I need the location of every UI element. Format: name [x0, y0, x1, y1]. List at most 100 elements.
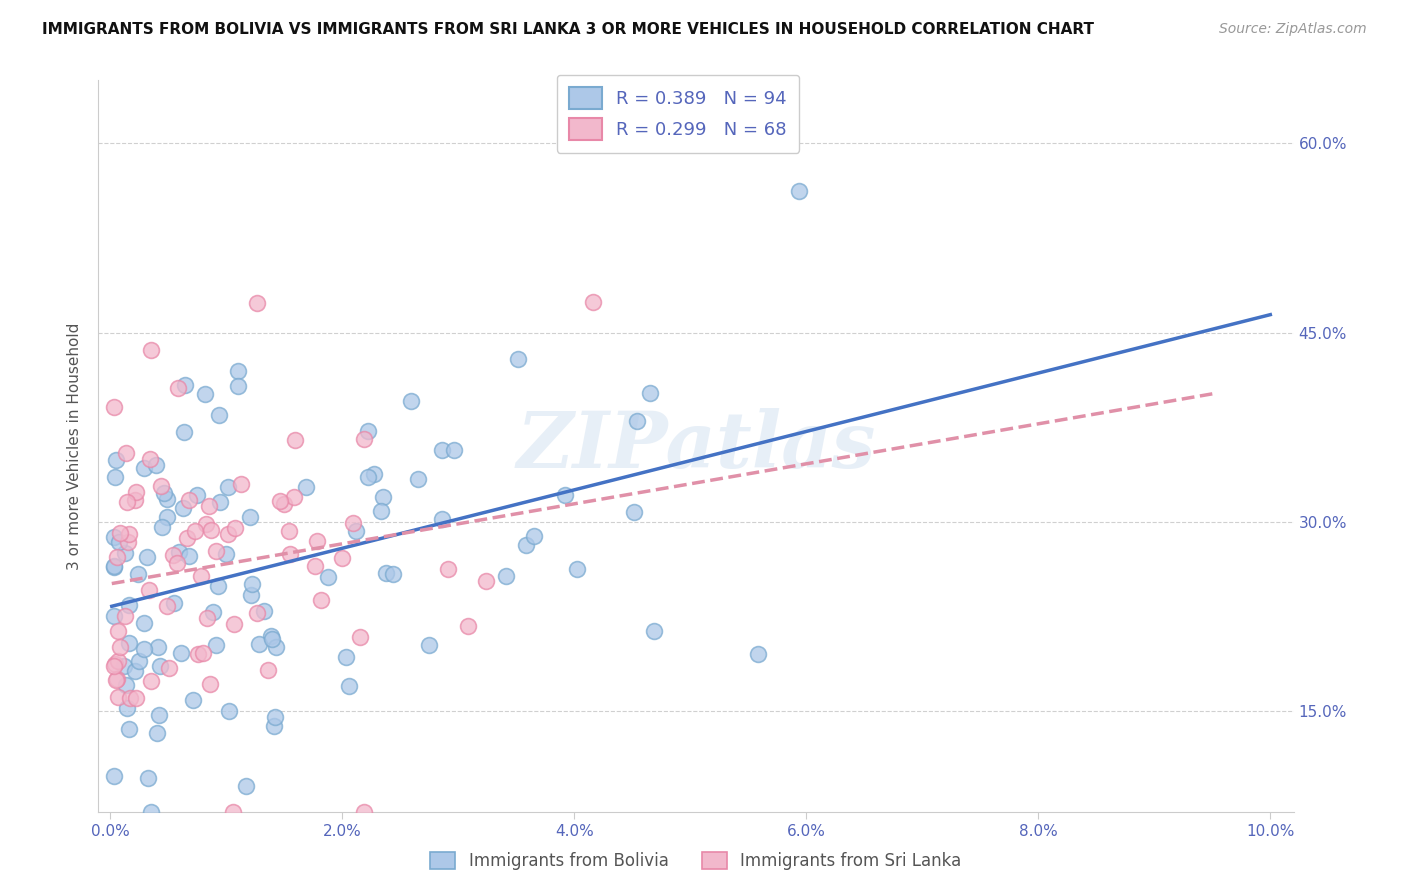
- Point: [108, 526, 131, 541]
- Point: [787, 184, 810, 198]
- Legend: Immigrants from Bolivia, Immigrants from Sri Lanka: Immigrants from Bolivia, Immigrants from…: [423, 845, 969, 877]
- Point: [148, 707, 170, 722]
- Point: [506, 352, 529, 367]
- Text: ZIPatlas: ZIPatlas: [516, 408, 876, 484]
- Point: [157, 661, 180, 675]
- Point: [197, 611, 219, 625]
- Point: [495, 568, 517, 582]
- Point: [457, 619, 479, 633]
- Point: [224, 521, 246, 535]
- Point: [554, 487, 576, 501]
- Point: [643, 624, 665, 638]
- Point: [239, 509, 262, 524]
- Point: [344, 524, 367, 538]
- Point: [370, 504, 392, 518]
- Point: [309, 593, 332, 607]
- Point: [162, 548, 184, 562]
- Point: [174, 378, 197, 392]
- Point: [239, 588, 262, 602]
- Point: [115, 678, 138, 692]
- Point: [221, 805, 243, 819]
- Point: [118, 598, 141, 612]
- Point: [623, 505, 645, 519]
- Point: [107, 534, 129, 549]
- Point: [118, 723, 141, 737]
- Point: [565, 562, 588, 576]
- Point: [163, 596, 186, 610]
- Point: [222, 617, 245, 632]
- Point: [263, 719, 285, 733]
- Point: [280, 547, 302, 561]
- Point: [262, 632, 284, 646]
- Point: [156, 509, 179, 524]
- Point: [186, 488, 208, 502]
- Point: [117, 701, 139, 715]
- Point: [103, 608, 125, 623]
- Point: [156, 492, 179, 507]
- Point: [112, 658, 135, 673]
- Point: [278, 524, 301, 539]
- Point: [128, 654, 150, 668]
- Point: [132, 616, 155, 631]
- Point: [240, 576, 263, 591]
- Point: [104, 452, 127, 467]
- Point: [260, 629, 283, 643]
- Point: [114, 546, 136, 560]
- Point: [204, 544, 226, 558]
- Point: [181, 692, 204, 706]
- Point: [139, 451, 162, 466]
- Point: [401, 394, 423, 409]
- Point: [437, 561, 460, 575]
- Point: [103, 401, 125, 415]
- Point: [363, 467, 385, 482]
- Point: [145, 458, 167, 472]
- Point: [139, 343, 162, 357]
- Point: [381, 567, 404, 582]
- Point: [176, 532, 198, 546]
- Point: [582, 295, 605, 310]
- Point: [125, 485, 148, 500]
- Point: [342, 516, 364, 530]
- Point: [283, 490, 305, 504]
- Point: [127, 566, 149, 581]
- Point: [107, 624, 129, 638]
- Point: [169, 646, 191, 660]
- Point: [103, 769, 125, 783]
- Point: [146, 726, 169, 740]
- Point: [167, 381, 190, 395]
- Point: [430, 512, 453, 526]
- Point: [117, 535, 139, 549]
- Text: Source: ZipAtlas.com: Source: ZipAtlas.com: [1219, 22, 1367, 37]
- Point: [228, 363, 250, 377]
- Point: [305, 533, 328, 548]
- Point: [337, 679, 360, 693]
- Point: [371, 490, 394, 504]
- Point: [353, 805, 375, 819]
- Point: [246, 295, 269, 310]
- Point: [153, 485, 176, 500]
- Point: [187, 647, 209, 661]
- Point: [177, 549, 200, 563]
- Y-axis label: 3 or more Vehicles in Household: 3 or more Vehicles in Household: [67, 322, 83, 570]
- Point: [235, 779, 257, 793]
- Point: [149, 659, 172, 673]
- Point: [108, 640, 131, 655]
- Point: [215, 547, 238, 561]
- Point: [264, 640, 287, 654]
- Point: [264, 710, 287, 724]
- Point: [273, 498, 295, 512]
- Point: [200, 523, 222, 537]
- Point: [284, 433, 307, 447]
- Point: [172, 500, 194, 515]
- Point: [150, 520, 173, 534]
- Point: [294, 480, 316, 494]
- Point: [208, 408, 231, 422]
- Point: [118, 636, 141, 650]
- Point: [107, 690, 129, 704]
- Point: [374, 566, 396, 580]
- Point: [177, 493, 200, 508]
- Point: [103, 559, 125, 574]
- Point: [136, 771, 159, 785]
- Point: [191, 646, 214, 660]
- Point: [103, 658, 125, 673]
